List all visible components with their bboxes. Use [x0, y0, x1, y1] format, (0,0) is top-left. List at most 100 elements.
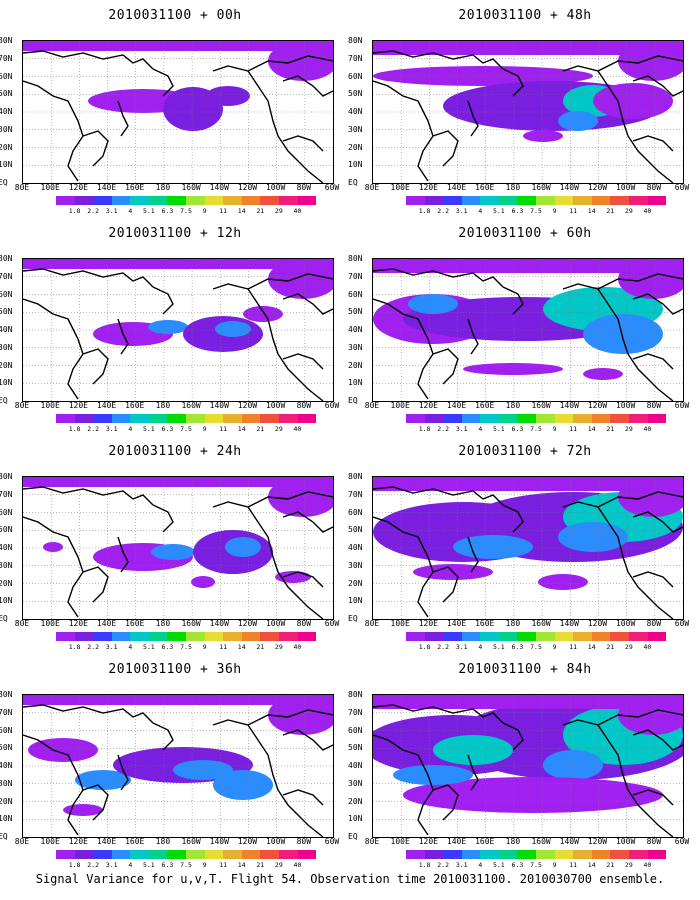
- colorbar-level-label: 1.8: [418, 643, 431, 651]
- latitude-label: EQ: [0, 396, 8, 405]
- latitude-label: 40N: [348, 107, 363, 116]
- longitude-label: 120E: [418, 837, 438, 846]
- longitude-label: 160E: [475, 837, 495, 846]
- colorbar-level-label: 3.1: [455, 861, 468, 869]
- coastline: [467, 754, 479, 791]
- colorbar-swatch: [610, 196, 629, 205]
- colorbar-swatch: [167, 850, 187, 859]
- longitude-label: 80E: [364, 401, 380, 410]
- colorbar-level-label: 4: [128, 861, 133, 869]
- longitude-label: 100W: [265, 619, 286, 628]
- coastline: [562, 283, 674, 401]
- colorbar-swatch: [241, 632, 261, 641]
- colorbar-level-label: 9: [552, 425, 557, 433]
- arctic-variance-band: [618, 41, 683, 81]
- longitude-label: 140W: [559, 837, 579, 846]
- colorbar-swatch: [554, 632, 574, 641]
- longitude-label: 140W: [209, 837, 229, 846]
- colorbar-level-label: 4: [478, 207, 483, 215]
- latitude-label: 80N: [348, 690, 363, 699]
- variance-map: [373, 41, 683, 183]
- variance-map: [373, 695, 683, 837]
- coastline: [373, 298, 434, 400]
- colorbar-level-label: 4: [478, 425, 483, 433]
- colorbar-swatch: [56, 196, 75, 205]
- colorbar-level-label: 2.2: [437, 643, 450, 651]
- variance-contour-region: [215, 321, 251, 337]
- arctic-variance-band: [23, 41, 333, 51]
- longitude-label: 120W: [237, 619, 258, 628]
- coastline: [467, 536, 479, 573]
- colorbar-level-label: 14: [587, 643, 596, 651]
- coastline: [432, 130, 459, 167]
- coastline: [117, 100, 129, 137]
- coastline: [632, 293, 683, 315]
- longitude-axis: 80E 100E 120E 140E 160E 180 160W 140W 120W 100W 80…: [362, 619, 692, 629]
- coastline: [562, 501, 674, 619]
- latitude-label: 10N: [0, 814, 13, 824]
- coastline: [502, 504, 524, 533]
- coastline: [212, 719, 324, 837]
- longitude-label: 160W: [181, 401, 201, 410]
- coastline: [23, 80, 84, 182]
- colorbar-swatch: [461, 850, 481, 859]
- colorbar-swatch: [186, 414, 205, 423]
- colorbar-swatch: [406, 196, 425, 205]
- latitude-label: 70N: [348, 271, 363, 281]
- latitude-label: 10N: [348, 160, 363, 170]
- latitude-label: 50N: [0, 743, 13, 753]
- coastline: [82, 566, 109, 603]
- colorbar-level-label: 1.8: [68, 207, 81, 215]
- colorbar-swatch: [111, 850, 131, 859]
- longitude-label: 120W: [237, 183, 258, 192]
- colorbar-swatch: [517, 632, 537, 641]
- coastline: [373, 80, 434, 182]
- colorbar-swatch: [148, 414, 168, 423]
- longitude-axis: 80E 100E 120E 140E 160E 180 160W 140W 120W 100W 80…: [362, 837, 692, 847]
- longitude-axis: 80E 100E 120E 140E 160E 180 160W 140W 120W 100W 80…: [12, 837, 342, 847]
- coastline: [502, 722, 524, 751]
- colorbar-swatch: [74, 196, 94, 205]
- longitude-label: 60W: [674, 183, 690, 192]
- longitude-label: 80W: [646, 183, 662, 192]
- colorbar-level-label: 2.2: [87, 425, 100, 433]
- longitude-label: 80E: [14, 619, 30, 628]
- colorbar-level-label: 9: [202, 861, 207, 869]
- colorbar-level-label: 6.3: [511, 425, 524, 433]
- colorbar-swatch: [278, 196, 298, 205]
- map-panel: 2010031100 + 36h 80N 70N 60N 50N 40N 30N 20N 10N…: [0, 654, 350, 876]
- latitude-label: 20N: [348, 796, 363, 806]
- arctic-variance-band: [373, 259, 683, 273]
- colorbar-level-label: 14: [237, 207, 246, 215]
- colorbar-level-label: 6.3: [161, 643, 174, 651]
- colorbar-swatch: [148, 850, 168, 859]
- latitude-label: 30N: [0, 124, 13, 134]
- latitude-label: 50N: [348, 525, 363, 535]
- colorbar-swatch: [74, 632, 94, 641]
- longitude-label: 180: [505, 401, 521, 410]
- coastline: [23, 486, 154, 506]
- colorbar-level-label: 5.1: [142, 643, 155, 651]
- latitude-label: 80N: [348, 36, 363, 45]
- latitude-label: 30N: [0, 342, 13, 352]
- longitude-axis: 80E 100E 120E 140E 160E 180 160W 140W 120W 100W 80…: [362, 401, 692, 411]
- coastline: [282, 789, 324, 806]
- colorbar-swatch: [443, 850, 462, 859]
- coastline: [23, 268, 154, 288]
- colorbar-swatch: [554, 850, 574, 859]
- longitude-label: 180: [155, 401, 171, 410]
- colorbar-level-label: 9: [552, 643, 557, 651]
- colorbar-swatch: [297, 414, 317, 423]
- colorbar-level-label: 14: [587, 207, 596, 215]
- arctic-variance-band: [268, 259, 333, 299]
- map-plot-area: [22, 258, 334, 402]
- colorbar-labels: 1.8 2.2 3.1 4 5.1 6.3 7.5 9 11 14 21 29 40: [56, 425, 316, 434]
- colorbar: [406, 414, 667, 423]
- colorbar-level-label: 4: [128, 425, 133, 433]
- coastline: [373, 516, 434, 618]
- longitude-label: 120E: [68, 619, 88, 628]
- colorbar-level-label: 40: [293, 643, 302, 651]
- colorbar-swatch: [647, 632, 667, 641]
- colorbar-level-label: 29: [624, 861, 633, 869]
- longitude-label: 160E: [125, 401, 145, 410]
